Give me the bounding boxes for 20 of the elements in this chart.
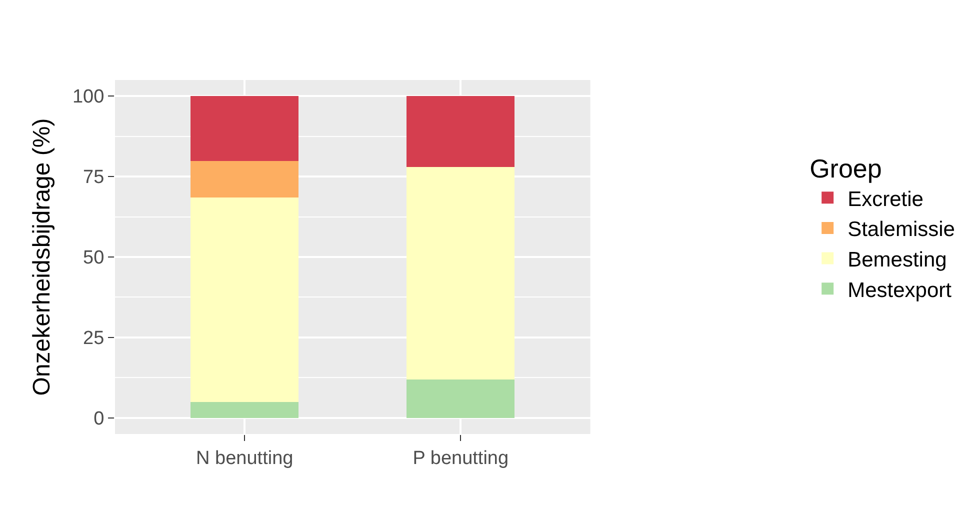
bar — [190, 197, 299, 402]
bar — [406, 96, 515, 167]
legend-label: Excretie — [848, 188, 924, 211]
y-tick-label: 25 — [83, 328, 104, 350]
bar — [406, 166, 515, 380]
bar — [190, 402, 299, 418]
legend-title: Groep — [810, 154, 882, 184]
y-tick-label: 100 — [72, 86, 104, 108]
legend-label: Bemesting — [848, 248, 947, 272]
bar — [190, 96, 299, 162]
y-tick-label: 0 — [94, 408, 104, 430]
y-tick-label: 75 — [83, 167, 104, 188]
y-axis-title: Onzekerheidsbijdrage (%) — [28, 118, 56, 396]
x-tick-label: N benutting — [196, 448, 294, 469]
bar — [190, 161, 299, 198]
y-tick-label: 50 — [83, 248, 104, 269]
bar — [406, 379, 515, 418]
x-tick-label: P benutting — [412, 448, 509, 469]
legend-label: Mestexport — [848, 278, 952, 302]
legend-label: Stalemissie — [848, 218, 955, 242]
